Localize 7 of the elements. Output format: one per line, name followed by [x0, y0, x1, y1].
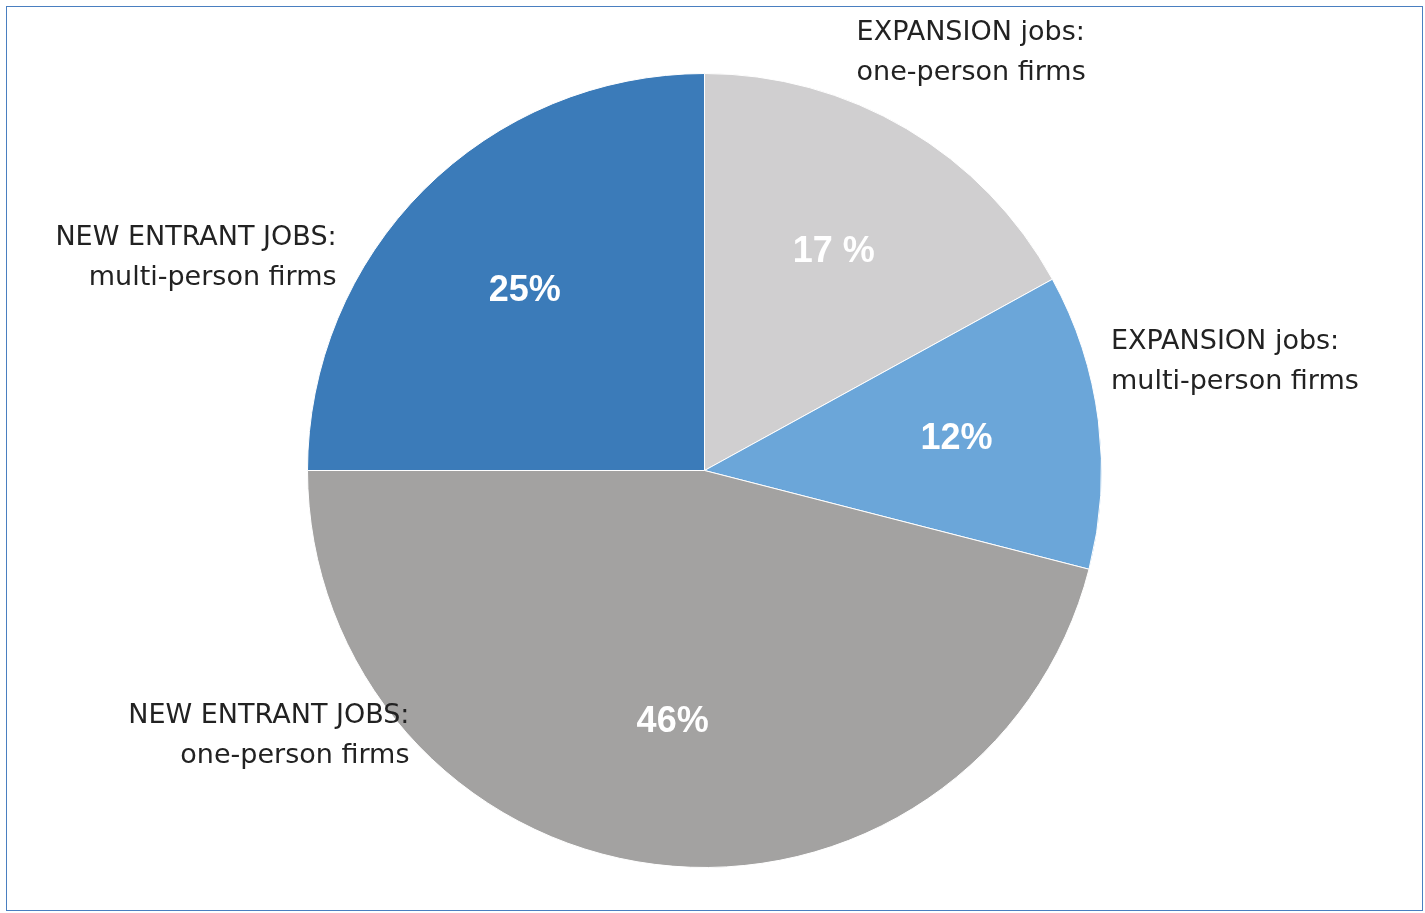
slice-label: NEW ENTRANT JOBS: multi-person firms — [55, 220, 337, 292]
slice-label: EXPANSION jobs: one-person firms — [856, 14, 1086, 86]
data-label: 46% — [636, 699, 709, 741]
data-label: 25% — [488, 267, 561, 309]
slice-label: NEW ENTRANT JOBS: one-person firms — [128, 698, 410, 770]
data-label: 12% — [920, 415, 993, 457]
slice-label: EXPANSION jobs: multi-person firms — [1110, 323, 1359, 395]
